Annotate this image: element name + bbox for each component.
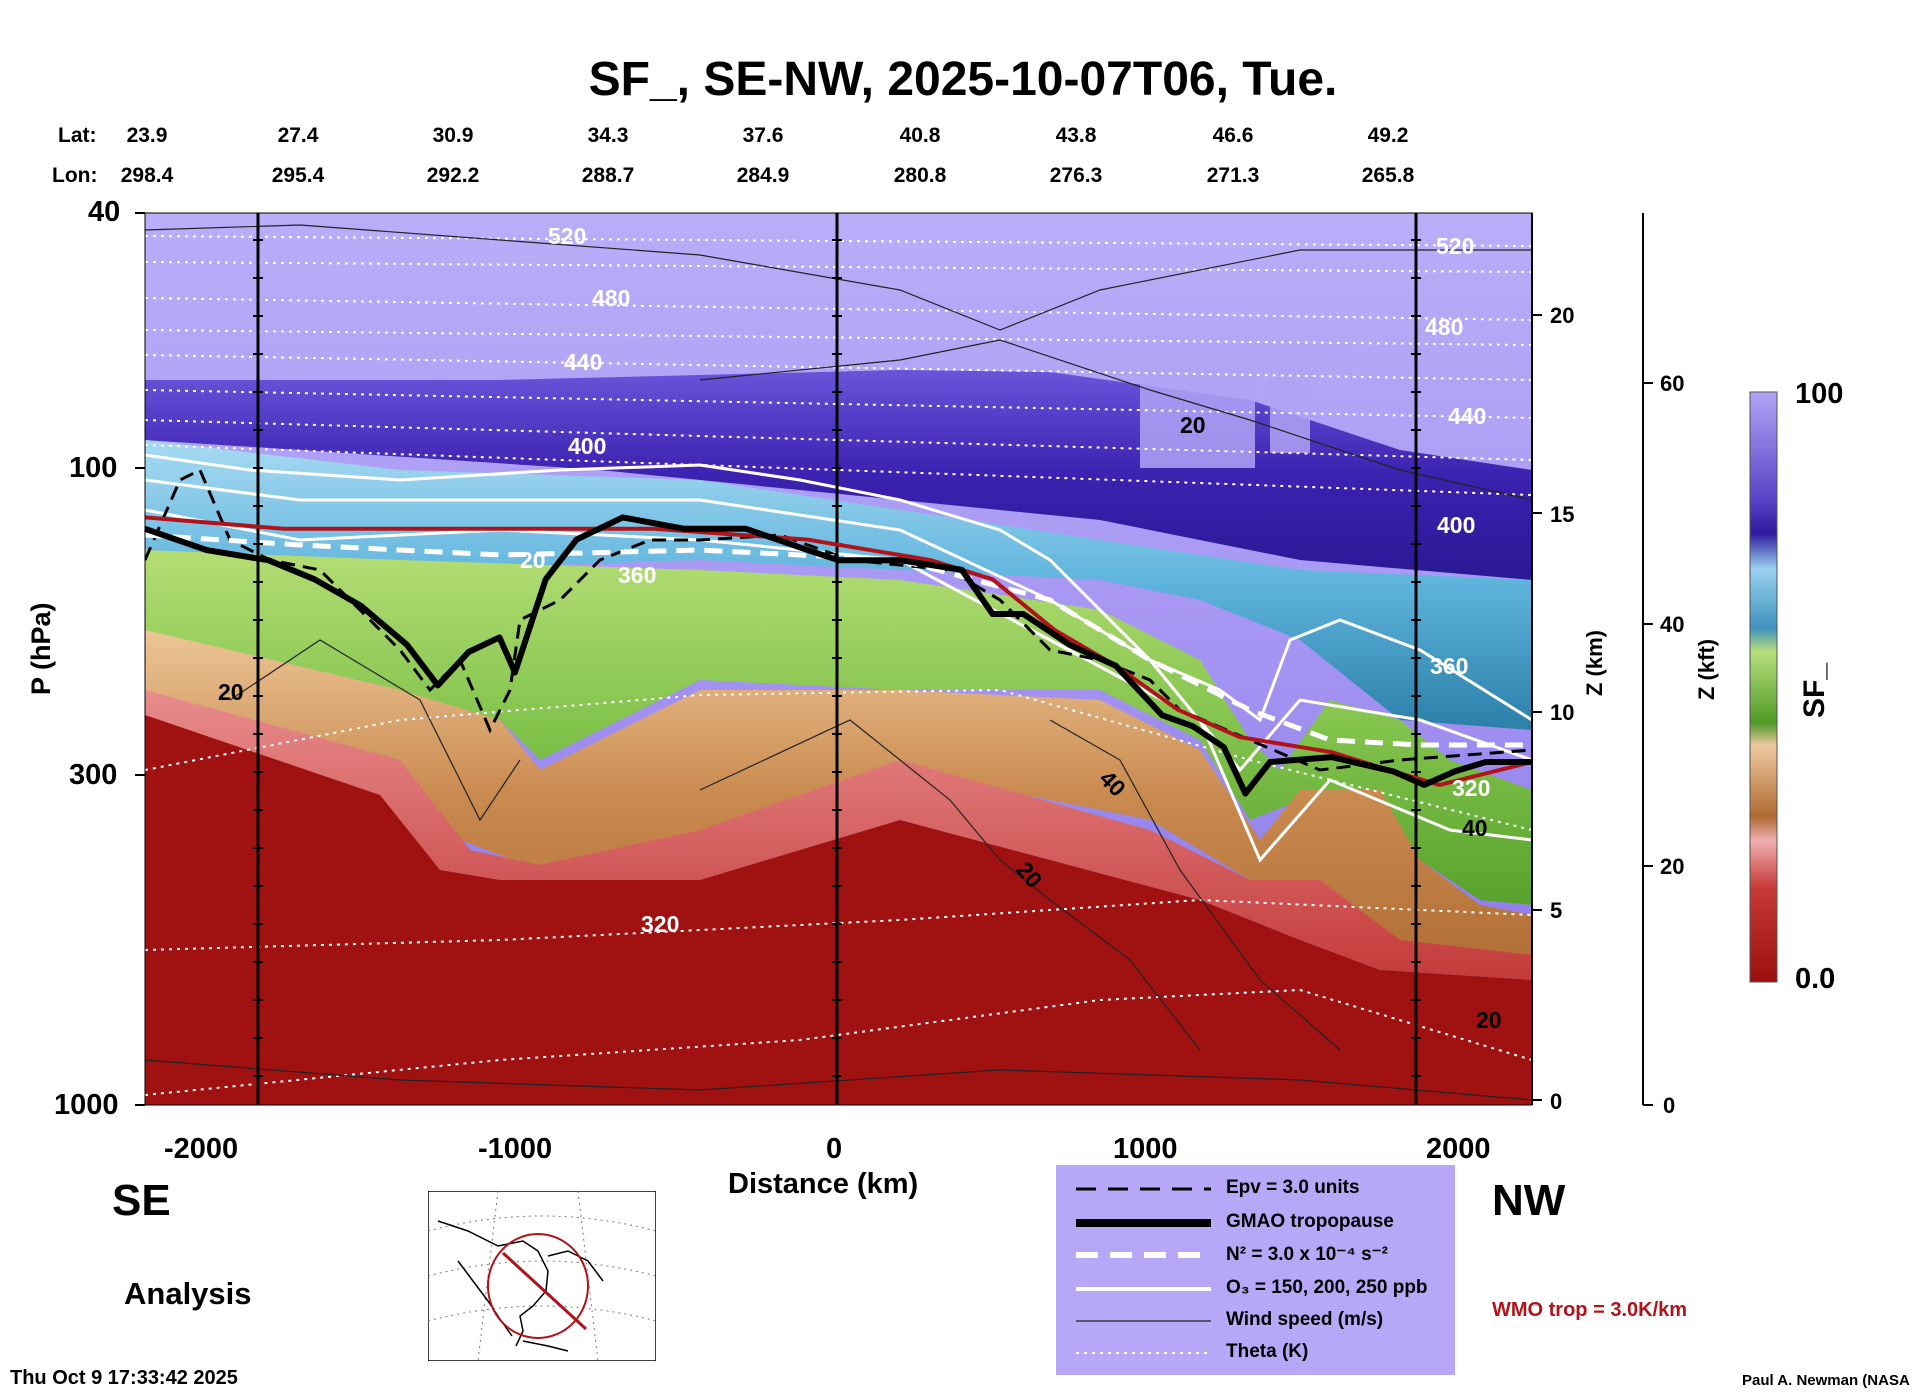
direction-se: SE xyxy=(112,1176,171,1225)
lon-value: 284.9 xyxy=(736,164,790,187)
theta-label: 400 xyxy=(1437,512,1475,538)
theta-label: 480 xyxy=(1425,314,1463,340)
wind-label: 40 xyxy=(1462,815,1488,841)
wind-label: 20 xyxy=(1476,1007,1502,1033)
lon-value: 292.2 xyxy=(426,164,480,187)
direction-nw: NW xyxy=(1492,1176,1566,1225)
chart-title: SF_, SE-NW, 2025-10-07T06, Tue. xyxy=(588,53,1338,106)
legend: Epv = 3.0 units GMAO tropopause N² = 3.0… xyxy=(1056,1165,1455,1375)
wmo-tropopause-label: WMO trop = 3.0K/km xyxy=(1492,1299,1688,1321)
legend-item-ozone: O₃ = 150, 200, 250 ppb xyxy=(1076,1277,1428,1298)
z-kft-label: Z (kft) xyxy=(1694,638,1719,700)
theta-label: 360 xyxy=(618,562,656,588)
theta-label: 320 xyxy=(641,911,679,937)
wind-label: 20 xyxy=(218,679,244,705)
z-kft-tick: 20 xyxy=(1660,854,1685,879)
wind-label: 20 xyxy=(520,547,546,573)
lon-value: 295.4 xyxy=(271,164,325,187)
epv-contour xyxy=(145,467,1532,772)
legend-item-wind: Wind speed (m/s) xyxy=(1076,1309,1384,1330)
legend-item-gmao: GMAO tropopause xyxy=(1076,1211,1394,1232)
z-km-tick: 15 xyxy=(1550,502,1575,527)
wind-label: 20 xyxy=(1180,412,1206,438)
x-tick: 1000 xyxy=(1113,1133,1178,1165)
theta-label: 440 xyxy=(564,349,602,375)
z-km-axis xyxy=(1531,213,1542,1105)
colorbar xyxy=(1749,391,1778,983)
colorbar-max-label: 100 xyxy=(1795,378,1844,410)
sf-blue-band xyxy=(145,440,1532,730)
wind-speed-contours xyxy=(145,224,1532,1101)
x-tick: 2000 xyxy=(1426,1133,1491,1165)
z-km-tick: 5 xyxy=(1550,898,1563,923)
lon-label: Lon: xyxy=(52,164,98,187)
x-axis-label: Distance (km) xyxy=(728,1168,919,1200)
theta-labels: 520 520 480 480 440 440 400 400 360 360 … xyxy=(548,223,1490,937)
lat-value: 27.4 xyxy=(277,124,319,147)
lat-value: 30.9 xyxy=(432,124,474,147)
x-tick: 0 xyxy=(826,1133,843,1165)
legend-item-n2: N² = 3.0 x 10⁻⁴ s⁻² xyxy=(1076,1244,1389,1265)
sf-patch xyxy=(1140,368,1255,468)
z-kft-tick: 60 xyxy=(1660,371,1685,396)
y-tick: 40 xyxy=(88,196,121,228)
lat-value: 34.3 xyxy=(587,124,629,147)
theta-label: 520 xyxy=(1436,233,1474,259)
y-axis-ticks xyxy=(135,212,145,1106)
lon-value: 298.4 xyxy=(120,164,174,187)
lon-value: 265.8 xyxy=(1361,164,1415,187)
lat-value: 40.8 xyxy=(899,124,941,147)
lon-value: 280.8 xyxy=(893,164,947,187)
lat-label: Lat: xyxy=(58,124,97,147)
z-kft-tick: 40 xyxy=(1660,612,1685,637)
lon-value: 288.7 xyxy=(581,164,635,187)
colorbar-title: SF_ xyxy=(1798,662,1831,718)
z-km-tick: 10 xyxy=(1550,700,1575,725)
theta-label: 520 xyxy=(548,223,586,249)
theta-label: 480 xyxy=(592,285,630,311)
theta-contours xyxy=(145,235,1532,1096)
x-tick: -2000 xyxy=(164,1133,239,1165)
lat-value: 37.6 xyxy=(742,124,784,147)
sf-patch xyxy=(1270,368,1310,453)
analysis-label: Analysis xyxy=(124,1276,252,1311)
theta-label: 440 xyxy=(1448,403,1486,429)
theta-label: 320 xyxy=(1452,775,1490,801)
y-tick: 100 xyxy=(69,452,118,484)
legend-item-theta: Theta (K) xyxy=(1076,1341,1309,1362)
vertical-reference-lines xyxy=(256,213,1418,1105)
lat-value: 23.9 xyxy=(126,124,168,147)
z-km-tick: 20 xyxy=(1550,303,1575,328)
timestamp: Thu Oct 9 17:33:42 2025 xyxy=(10,1367,238,1389)
lat-value: 49.2 xyxy=(1367,124,1409,147)
theta-label: 360 xyxy=(1430,653,1468,679)
gmao-tropopause-line xyxy=(144,514,1532,797)
colorbar-min-label: 0.0 xyxy=(1795,963,1836,995)
z-kft-axis xyxy=(1642,213,1653,1106)
lon-value: 276.3 xyxy=(1049,164,1103,187)
z-kft-tick: 0 xyxy=(1663,1093,1676,1118)
y-tick: 1000 xyxy=(54,1089,119,1121)
n2-contour xyxy=(145,532,1532,748)
legend-item-epv: Epv = 3.0 units xyxy=(1076,1177,1360,1198)
credit: Paul A. Newman (NASA xyxy=(1742,1372,1910,1389)
inset-map xyxy=(428,1191,656,1361)
lon-value: 271.3 xyxy=(1206,164,1260,187)
z-km-tick: 0 xyxy=(1550,1089,1563,1114)
lat-value: 43.8 xyxy=(1055,124,1097,147)
x-tick: -1000 xyxy=(478,1133,553,1165)
lat-value: 46.6 xyxy=(1212,124,1254,147)
y-tick: 300 xyxy=(69,759,118,791)
z-km-label: Z (km) xyxy=(1582,630,1607,696)
theta-label: 400 xyxy=(568,433,606,459)
